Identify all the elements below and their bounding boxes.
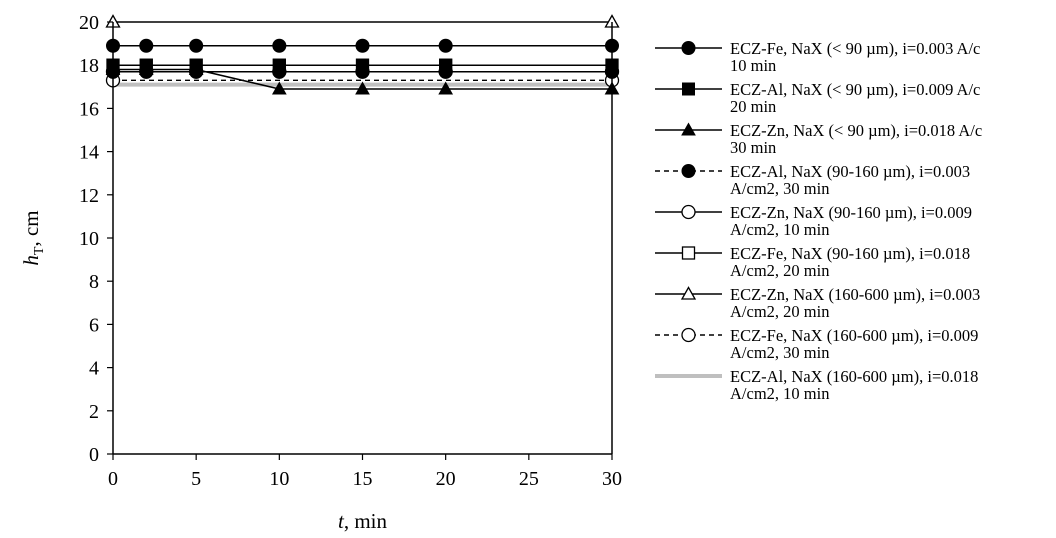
legend-label: ECZ-Al, NaX (90-160 µm), i=0.003 bbox=[730, 162, 970, 181]
x-tick-label: 10 bbox=[269, 468, 289, 490]
x-tick-label: 15 bbox=[353, 468, 373, 490]
series-2 bbox=[106, 58, 619, 72]
legend-swatch-marker bbox=[681, 122, 696, 136]
legend-label: 10 min bbox=[730, 56, 776, 75]
legend-label: ECZ-Al, NaX (< 90 µm), i=0.009 A/c bbox=[730, 80, 980, 99]
legend-item-3: ECZ-Zn, NaX (< 90 µm), i=0.018 A/c30 min bbox=[655, 121, 982, 157]
legend-label: ECZ-Zn, NaX (< 90 µm), i=0.018 A/c bbox=[730, 121, 982, 140]
y-tick-label: 18 bbox=[79, 55, 99, 77]
series-3-point bbox=[438, 81, 454, 95]
legend-label: A/cm2, 10 min bbox=[730, 384, 829, 403]
series-3-point bbox=[355, 81, 370, 95]
series-1-point bbox=[189, 38, 204, 53]
legend-item-9: ECZ-Al, NaX (160-600 µm), i=0.018A/cm2, … bbox=[655, 367, 978, 403]
legend-swatch-marker bbox=[681, 327, 696, 343]
legend-label: A/cm2, 30 min bbox=[730, 179, 829, 198]
legend-label: ECZ-Zn, NaX (90-160 µm), i=0.009 bbox=[730, 203, 972, 222]
legend-item-8: ECZ-Fe, NaX (160-600 µm), i=0.009A/cm2, … bbox=[655, 326, 978, 362]
series-2-point bbox=[272, 58, 286, 72]
legend-label: A/cm2, 20 min bbox=[730, 302, 829, 321]
legend-item-1: ECZ-Fe, NaX (< 90 µm), i=0.003 A/c10 min bbox=[655, 39, 980, 75]
legend-swatch-marker bbox=[680, 286, 697, 300]
x-tick-label: 25 bbox=[519, 468, 539, 490]
legend-swatch-marker bbox=[681, 41, 696, 55]
series-2-point bbox=[139, 58, 153, 72]
legend-label: ECZ-Al, NaX (160-600 µm), i=0.018 bbox=[730, 367, 978, 386]
series-1-point bbox=[139, 38, 154, 53]
y-tick-label: 0 bbox=[89, 444, 99, 466]
series-7 bbox=[105, 14, 620, 28]
y-tick-label: 8 bbox=[89, 271, 99, 293]
series-1-point bbox=[438, 38, 453, 53]
legend-label: A/cm2, 30 min bbox=[730, 343, 829, 362]
legend-swatch-marker bbox=[681, 246, 696, 260]
x-tick-label: 5 bbox=[191, 468, 201, 490]
y-tick-label: 10 bbox=[79, 228, 99, 250]
y-tick-label: 2 bbox=[89, 401, 99, 423]
legend-swatch-marker bbox=[681, 204, 696, 220]
x-tick-label: 0 bbox=[108, 468, 118, 490]
legend-label: ECZ-Fe, NaX (< 90 µm), i=0.003 A/c bbox=[730, 39, 980, 58]
legend-label: ECZ-Zn, NaX (160-600 µm), i=0.003 bbox=[730, 285, 980, 304]
legend-label: 20 min bbox=[730, 97, 776, 116]
legend-label: A/cm2, 20 min bbox=[730, 261, 829, 280]
legend: ECZ-Fe, NaX (< 90 µm), i=0.003 A/c10 min… bbox=[655, 39, 982, 403]
y-tick-label: 20 bbox=[79, 12, 99, 34]
x-axis-title: t, min bbox=[338, 509, 388, 533]
axes-layer: 0 2 4 6 8 10 12 14 16 18 20 0 5 10 15 20 25 30 bbox=[79, 12, 622, 490]
series-2-point bbox=[356, 58, 369, 72]
series-3-point bbox=[271, 81, 287, 95]
y-tick-label: 14 bbox=[79, 142, 99, 164]
series-2-point bbox=[439, 58, 453, 72]
legend-swatch-marker bbox=[681, 164, 696, 178]
legend-label: ECZ-Fe, NaX (160-600 µm), i=0.009 bbox=[730, 326, 978, 345]
x-tick-label: 30 bbox=[602, 468, 622, 490]
series-1 bbox=[106, 38, 619, 53]
legend-label: 30 min bbox=[730, 138, 776, 157]
y-tick-label: 4 bbox=[89, 358, 99, 380]
y-tick-label: 16 bbox=[79, 98, 99, 120]
x-tick-label: 20 bbox=[436, 468, 456, 490]
series-1-point bbox=[355, 38, 370, 53]
series-2-point bbox=[189, 58, 203, 72]
y-tick-label: 12 bbox=[79, 185, 99, 207]
series-layer bbox=[105, 14, 620, 95]
y-axis-title: hT, cm bbox=[19, 210, 47, 265]
legend-item-7: ECZ-Zn, NaX (160-600 µm), i=0.003A/cm2, … bbox=[655, 285, 980, 321]
legend-swatch-marker bbox=[682, 82, 695, 96]
legend-label: A/cm2, 10 min bbox=[730, 220, 829, 239]
series-1-point bbox=[272, 38, 287, 53]
legend-item-2: ECZ-Al, NaX (< 90 µm), i=0.009 A/c20 min bbox=[655, 80, 980, 116]
y-tick-label: 6 bbox=[89, 314, 99, 336]
legend-label: ECZ-Fe, NaX (90-160 µm), i=0.018 bbox=[730, 244, 970, 263]
